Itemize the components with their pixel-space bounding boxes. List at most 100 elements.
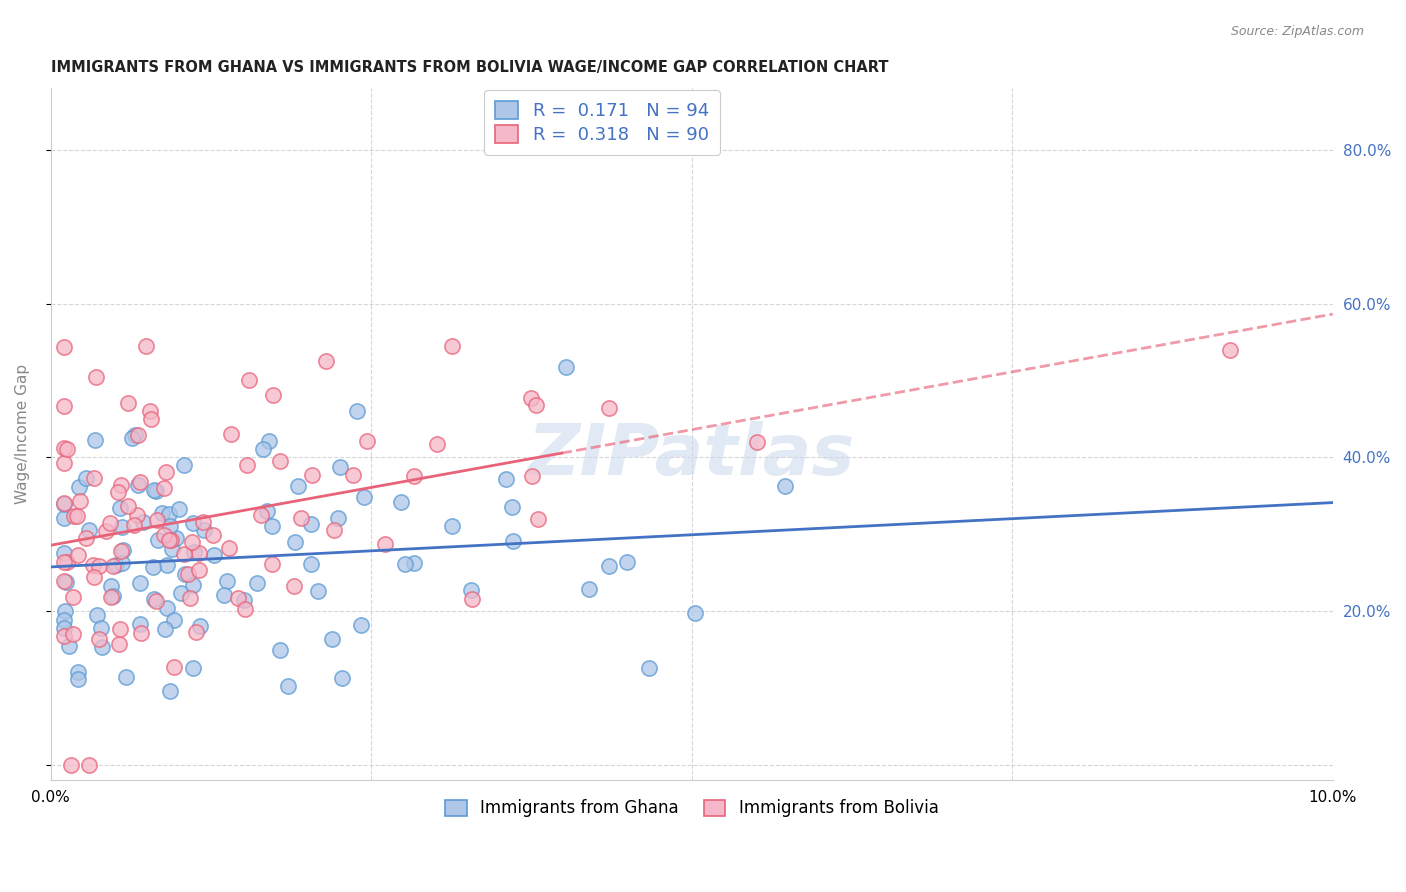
Point <box>90 621 112 635</box>
Point <box>83 471 105 485</box>
Point <box>52 442 75 456</box>
Point <box>91 640 114 654</box>
Point <box>139 404 162 418</box>
Point <box>173 458 195 472</box>
Point <box>440 519 463 533</box>
Point <box>142 592 165 607</box>
Point <box>269 643 291 657</box>
Point <box>184 625 207 640</box>
Point <box>307 584 329 599</box>
Point <box>52 555 75 569</box>
Point <box>56 555 79 569</box>
Point <box>404 469 426 483</box>
Point <box>218 541 240 555</box>
Point <box>350 617 373 632</box>
Point <box>62 626 84 640</box>
Point <box>598 559 620 574</box>
Point <box>165 531 187 545</box>
Point <box>153 622 176 636</box>
Point <box>330 671 353 685</box>
Point <box>520 391 543 405</box>
Point <box>75 531 97 545</box>
Point <box>67 548 90 562</box>
Point <box>105 558 128 572</box>
Point <box>256 504 278 518</box>
Point <box>460 582 482 597</box>
Point <box>87 559 110 574</box>
Point <box>52 511 75 525</box>
Point <box>269 454 291 468</box>
Point <box>150 506 173 520</box>
Point <box>394 557 416 571</box>
Point <box>52 399 75 413</box>
Point <box>177 567 200 582</box>
Point <box>159 518 181 533</box>
Point <box>236 458 259 472</box>
Point <box>110 544 132 558</box>
Point <box>315 354 337 368</box>
Point <box>153 482 176 496</box>
Point <box>262 557 284 571</box>
Point <box>62 590 84 604</box>
Point <box>145 594 167 608</box>
Point <box>389 495 412 509</box>
Point <box>132 515 155 529</box>
Point <box>183 545 205 559</box>
Point <box>84 369 107 384</box>
Point <box>163 613 186 627</box>
Point <box>301 467 323 482</box>
Point <box>112 543 135 558</box>
Point <box>142 560 165 574</box>
Point <box>139 411 162 425</box>
Point <box>111 556 134 570</box>
Point <box>212 588 235 602</box>
Point <box>67 665 90 680</box>
Point <box>299 558 322 572</box>
Point <box>181 661 204 675</box>
Point <box>157 533 180 547</box>
Point <box>260 518 283 533</box>
Point <box>52 340 75 354</box>
Point <box>58 639 80 653</box>
Point <box>495 472 517 486</box>
Point <box>183 516 205 530</box>
Point <box>101 589 124 603</box>
Point <box>246 575 269 590</box>
Point <box>142 483 165 497</box>
Point <box>69 494 91 508</box>
Point <box>181 534 204 549</box>
Point <box>163 660 186 674</box>
Point <box>77 758 100 772</box>
Point <box>100 590 122 604</box>
Point <box>235 601 257 615</box>
Point <box>145 483 167 498</box>
Point <box>179 591 201 605</box>
Point <box>52 498 75 512</box>
Point <box>598 401 620 416</box>
Point <box>62 509 84 524</box>
Point <box>228 591 250 605</box>
Point <box>121 431 143 445</box>
Point <box>353 491 375 505</box>
Text: Source: ZipAtlas.com: Source: ZipAtlas.com <box>1230 25 1364 38</box>
Point <box>202 549 225 563</box>
Point <box>66 672 89 686</box>
Point <box>127 508 149 523</box>
Point <box>188 618 211 632</box>
Legend: Immigrants from Ghana, Immigrants from Bolivia: Immigrants from Ghana, Immigrants from B… <box>439 792 945 824</box>
Point <box>86 607 108 622</box>
Point <box>426 437 449 451</box>
Point <box>87 632 110 646</box>
Point <box>277 679 299 693</box>
Point <box>155 465 177 479</box>
Point <box>326 511 349 525</box>
Point <box>167 501 190 516</box>
Point <box>238 373 260 387</box>
Point <box>122 517 145 532</box>
Point <box>773 478 796 492</box>
Point <box>233 593 256 607</box>
Point <box>98 516 121 530</box>
Point <box>108 501 131 516</box>
Point <box>193 515 215 529</box>
Point <box>193 524 215 538</box>
